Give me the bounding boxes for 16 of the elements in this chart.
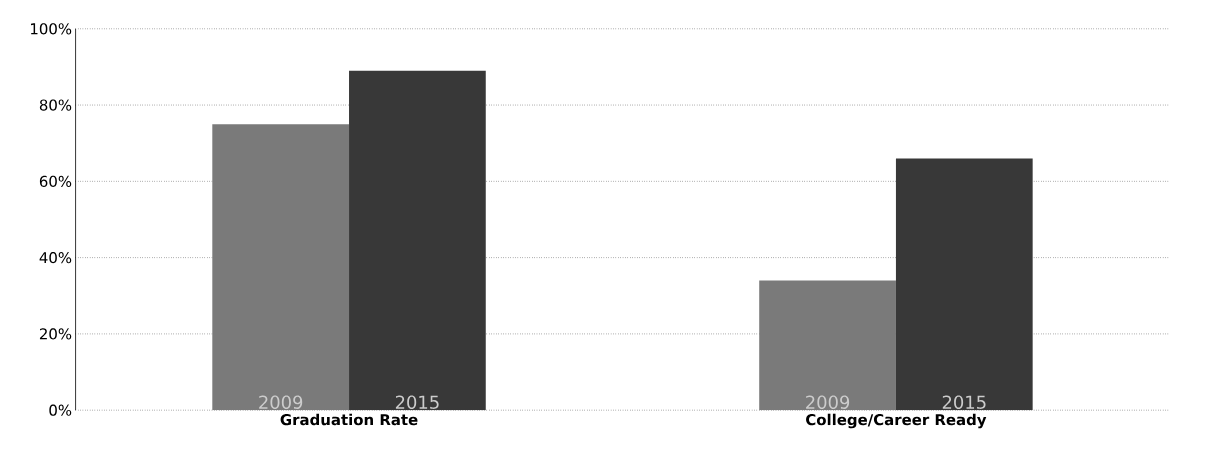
y-tick-label: 80% — [39, 99, 72, 111]
bar — [349, 70, 486, 411]
x-tick-label: College/Career Ready — [806, 413, 987, 429]
y-tick-label: 20% — [39, 328, 72, 340]
y-tick-label: 100% — [31, 23, 72, 35]
bar — [759, 280, 896, 411]
text: 2009 — [806, 395, 850, 409]
y-tick-label: 40% — [39, 251, 72, 264]
y-tick-label: 60% — [39, 175, 72, 187]
y-tick-label: 0% — [49, 404, 72, 416]
series-label: 2009 — [259, 395, 303, 409]
series-label: 2015 — [395, 395, 439, 409]
x-tick-label: Graduation Rate — [280, 413, 418, 426]
bar — [895, 158, 1033, 411]
text: 2015 — [942, 395, 986, 409]
bar — [212, 124, 350, 411]
